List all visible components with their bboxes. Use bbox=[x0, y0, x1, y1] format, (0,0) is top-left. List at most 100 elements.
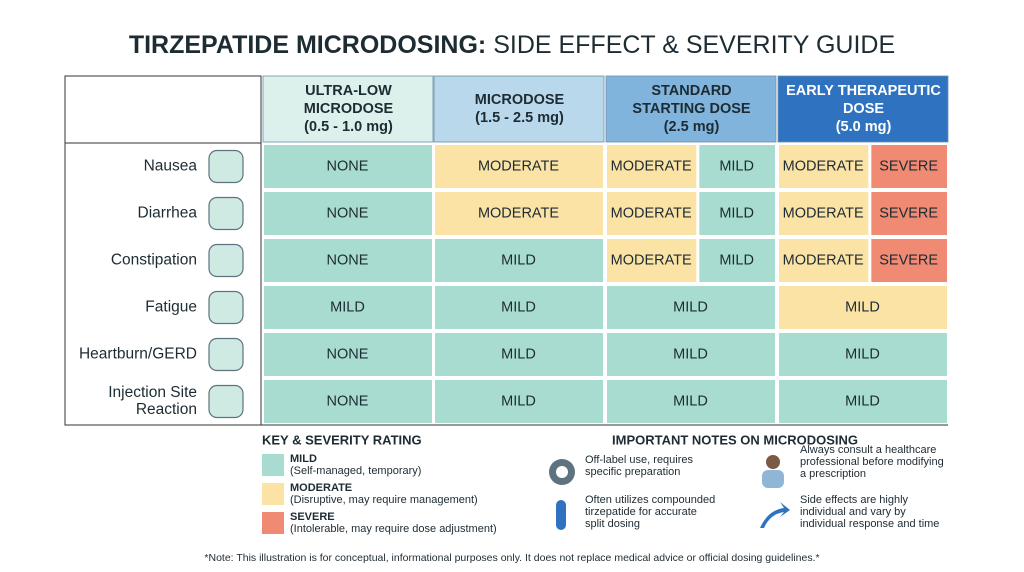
column-header-line: MICRODOSE bbox=[475, 92, 565, 108]
severity-cell bbox=[699, 192, 775, 235]
key-label: SEVERE bbox=[290, 511, 335, 523]
note-line: split dosing bbox=[585, 518, 640, 530]
severity-cell bbox=[871, 145, 947, 188]
note-line: a prescription bbox=[800, 468, 866, 480]
note-line: individual response and time bbox=[800, 518, 939, 530]
severity-text: NONE bbox=[327, 205, 369, 221]
severity-text: MODERATE bbox=[611, 205, 692, 221]
severity-text: MODERATE bbox=[478, 158, 559, 174]
row-label: Fatigue bbox=[145, 299, 197, 316]
severity-text: MODERATE bbox=[783, 158, 864, 174]
row-label: Injection Site bbox=[108, 384, 197, 401]
note-line: individual and vary by bbox=[800, 506, 906, 518]
title: TIRZEPATIDE MICRODOSING: SIDE EFFECT & S… bbox=[129, 31, 895, 59]
key-title: KEY & SEVERITY RATING bbox=[262, 432, 422, 447]
vial-icon bbox=[556, 500, 566, 530]
key-swatch bbox=[262, 512, 284, 534]
severity-cell bbox=[699, 239, 775, 282]
severity-text: SEVERE bbox=[879, 205, 938, 221]
severity-cell bbox=[435, 380, 603, 423]
row-icon bbox=[208, 243, 244, 278]
severity-cell bbox=[435, 333, 603, 376]
severity-cell bbox=[779, 286, 947, 329]
key-label: MILD bbox=[290, 453, 317, 465]
note-line: Side effects are highly bbox=[800, 494, 909, 506]
doctor-icon-body bbox=[762, 470, 784, 488]
severity-text: NONE bbox=[327, 158, 369, 174]
severity-text: MILD bbox=[501, 346, 536, 362]
column-header-line: (1.5 - 2.5 mg) bbox=[475, 110, 564, 126]
note-line: Often utilizes compounded bbox=[585, 494, 715, 506]
note-line: specific preparation bbox=[585, 466, 680, 478]
severity-cell bbox=[607, 239, 697, 282]
severity-cell bbox=[871, 192, 947, 235]
severity-cell bbox=[607, 192, 697, 235]
row-icon bbox=[208, 149, 244, 184]
severity-text: NONE bbox=[327, 393, 369, 409]
severity-text: MODERATE bbox=[611, 158, 692, 174]
severity-text: MILD bbox=[719, 158, 754, 174]
row-label: Reaction bbox=[136, 401, 197, 418]
gear-icon-center bbox=[556, 466, 568, 478]
severity-text: MILD bbox=[673, 299, 708, 315]
column-header-line: ULTRA-LOW bbox=[305, 83, 392, 99]
severity-text: MILD bbox=[845, 299, 880, 315]
severity-text: MILD bbox=[501, 252, 536, 268]
severity-cell bbox=[779, 380, 947, 423]
severity-cell bbox=[607, 286, 775, 329]
row-icon bbox=[208, 337, 244, 372]
column-header bbox=[262, 75, 434, 143]
column-header-line: (2.5 mg) bbox=[664, 119, 720, 135]
severity-cell bbox=[607, 145, 697, 188]
row-icon bbox=[208, 196, 244, 231]
severity-text: MODERATE bbox=[783, 205, 864, 221]
column-header-line: STARTING DOSE bbox=[632, 101, 750, 117]
note-line: tirzepatide for accurate bbox=[585, 506, 697, 518]
severity-cell bbox=[779, 145, 869, 188]
note-line: Always consult a healthcare bbox=[800, 444, 936, 456]
severity-text: MILD bbox=[330, 299, 365, 315]
notes-title: IMPORTANT NOTES ON MICRODOSING bbox=[612, 432, 858, 447]
severity-cell bbox=[779, 333, 947, 376]
severity-cell bbox=[264, 286, 432, 329]
key-description: (Intolerable, may require dose adjustmen… bbox=[290, 523, 497, 535]
severity-text: NONE bbox=[327, 346, 369, 362]
severity-text: MILD bbox=[719, 252, 754, 268]
severity-text: SEVERE bbox=[879, 252, 938, 268]
severity-cell bbox=[699, 145, 775, 188]
severity-cell bbox=[435, 239, 603, 282]
severity-text: MILD bbox=[673, 346, 708, 362]
severity-text: MODERATE bbox=[783, 252, 864, 268]
key-description: (Self-managed, temporary) bbox=[290, 465, 421, 477]
severity-text: MILD bbox=[673, 393, 708, 409]
column-header bbox=[605, 75, 777, 143]
column-header bbox=[433, 75, 605, 143]
severity-cell bbox=[264, 192, 432, 235]
key-description: (Disruptive, may require management) bbox=[290, 494, 478, 506]
column-header-line: DOSE bbox=[843, 101, 884, 117]
severity-cell bbox=[779, 239, 869, 282]
note-icons bbox=[549, 455, 790, 530]
title-bold: TIRZEPATIDE MICRODOSING: bbox=[129, 31, 486, 59]
note-line: Off-label use, requires bbox=[585, 454, 694, 466]
severity-cell bbox=[435, 145, 603, 188]
column-header-line: (0.5 - 1.0 mg) bbox=[304, 119, 393, 135]
severity-text: MILD bbox=[845, 393, 880, 409]
severity-text: MODERATE bbox=[611, 252, 692, 268]
severity-text: MILD bbox=[845, 346, 880, 362]
row-icon bbox=[208, 384, 244, 419]
key-swatch bbox=[262, 454, 284, 476]
severity-cell bbox=[264, 145, 432, 188]
severity-text: MODERATE bbox=[478, 205, 559, 221]
row-label: Heartburn/GERD bbox=[79, 346, 197, 363]
column-header-line: MICRODOSE bbox=[304, 101, 394, 117]
severity-text: SEVERE bbox=[879, 158, 938, 174]
footnote: *Note: This illustration is for conceptu… bbox=[204, 552, 819, 564]
severity-text: MILD bbox=[719, 205, 754, 221]
key-label: MODERATE bbox=[290, 482, 352, 494]
row-label: Nausea bbox=[144, 158, 198, 175]
column-header-line: EARLY THERAPEUTIC bbox=[786, 83, 941, 99]
key-swatch bbox=[262, 483, 284, 505]
